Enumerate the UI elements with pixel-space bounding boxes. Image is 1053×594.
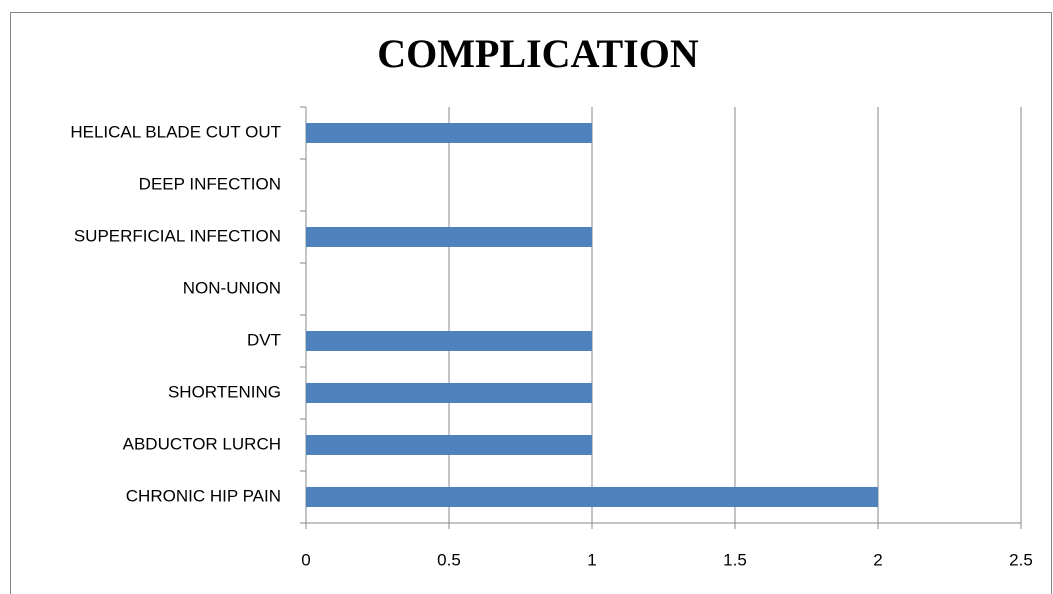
y-tick-label: HELICAL BLADE CUT OUT — [70, 122, 281, 141]
bar — [306, 331, 592, 351]
y-tick-label: SUPERFICIAL INFECTION — [74, 226, 281, 245]
x-tick-label: 0 — [301, 550, 310, 569]
y-tick-label: ABDUCTOR LURCH — [123, 434, 281, 453]
bar — [306, 435, 592, 455]
bar — [306, 123, 592, 143]
chart-border — [10, 12, 1052, 594]
y-tick-label: DEEP INFECTION — [139, 174, 281, 193]
y-tick-label: NON-UNION — [183, 278, 281, 297]
x-tick-label: 2.5 — [1009, 550, 1033, 569]
x-tick-label: 2 — [873, 550, 882, 569]
bar — [306, 227, 592, 247]
x-tick-label: 0.5 — [437, 550, 461, 569]
bar — [306, 383, 592, 403]
y-tick-label: DVT — [247, 330, 281, 349]
y-tick-label: SHORTENING — [168, 382, 281, 401]
chart-title: COMPLICATION — [377, 31, 699, 76]
y-tick-label: CHRONIC HIP PAIN — [126, 486, 281, 505]
x-tick-label: 1.5 — [723, 550, 747, 569]
bar — [306, 487, 878, 507]
x-tick-label: 1 — [587, 550, 596, 569]
